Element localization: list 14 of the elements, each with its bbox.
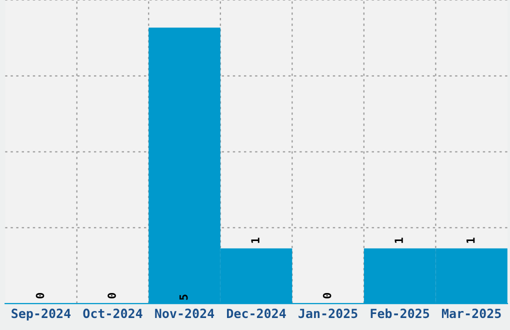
- x-tick-label: Feb-2025: [370, 308, 430, 318]
- data-label: 1: [394, 238, 403, 243]
- data-label: 0: [322, 293, 332, 298]
- x-tick-label: Sep-2024: [12, 308, 71, 321]
- x-tick-label: Jan-2025: [298, 308, 358, 318]
- data-label: 1: [251, 238, 260, 243]
- data-label: 0: [108, 293, 116, 298]
- x-tick-label: Oct-2024: [83, 308, 142, 318]
- data-label: 0: [36, 293, 44, 298]
- x-tick-label: Nov-2024: [155, 308, 214, 318]
- x-tick-label: Dec-2024: [227, 308, 286, 318]
- data-label: 5: [179, 294, 188, 300]
- data-label: 1: [466, 238, 475, 243]
- x-tick-label: Mar-2025: [442, 308, 501, 318]
